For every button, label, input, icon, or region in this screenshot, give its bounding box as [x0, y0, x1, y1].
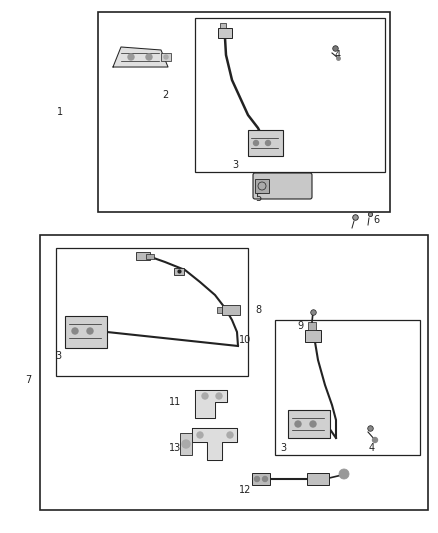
- Circle shape: [262, 477, 268, 481]
- Text: 7: 7: [25, 375, 31, 385]
- Circle shape: [339, 469, 349, 479]
- Bar: [180, 433, 192, 455]
- Bar: [220, 23, 226, 28]
- Bar: [308, 322, 316, 330]
- Bar: [248, 130, 283, 156]
- Bar: [275, 320, 420, 455]
- Text: 3: 3: [232, 160, 238, 170]
- Bar: [218, 28, 232, 38]
- Circle shape: [372, 438, 378, 442]
- Text: 2: 2: [162, 90, 168, 100]
- Circle shape: [182, 440, 190, 448]
- Circle shape: [164, 55, 168, 59]
- Text: 8: 8: [255, 305, 261, 315]
- Bar: [174, 268, 184, 275]
- Bar: [161, 53, 171, 61]
- Bar: [65, 316, 107, 348]
- Text: 3: 3: [55, 351, 61, 361]
- Bar: [40, 235, 428, 510]
- Circle shape: [227, 432, 233, 438]
- Bar: [98, 12, 390, 212]
- Circle shape: [254, 141, 258, 146]
- Text: 4: 4: [369, 443, 375, 453]
- Bar: [255, 179, 269, 193]
- Circle shape: [197, 432, 203, 438]
- FancyBboxPatch shape: [253, 173, 312, 199]
- Polygon shape: [192, 428, 237, 460]
- Polygon shape: [113, 47, 168, 67]
- Text: 9: 9: [297, 321, 303, 331]
- Bar: [222, 305, 240, 315]
- Text: 11: 11: [169, 397, 181, 407]
- Text: 13: 13: [169, 443, 181, 453]
- Bar: [56, 248, 248, 376]
- Circle shape: [202, 393, 208, 399]
- Circle shape: [310, 421, 316, 427]
- Bar: [146, 254, 154, 259]
- Polygon shape: [195, 390, 227, 418]
- Bar: [305, 330, 321, 342]
- Bar: [217, 307, 222, 313]
- Text: 3: 3: [280, 443, 286, 453]
- Circle shape: [87, 328, 93, 334]
- Circle shape: [295, 421, 301, 427]
- Bar: [288, 410, 330, 438]
- Circle shape: [265, 141, 271, 146]
- Bar: [195, 18, 385, 172]
- Circle shape: [72, 328, 78, 334]
- Circle shape: [128, 54, 134, 60]
- Bar: [307, 473, 329, 485]
- Bar: [252, 473, 270, 485]
- Text: 4: 4: [335, 50, 341, 60]
- Circle shape: [216, 393, 222, 399]
- Text: 10: 10: [239, 335, 251, 345]
- Circle shape: [146, 54, 152, 60]
- Text: 12: 12: [239, 485, 251, 495]
- Bar: [136, 252, 150, 260]
- Circle shape: [254, 477, 259, 481]
- Text: 5: 5: [255, 193, 261, 203]
- Text: 1: 1: [57, 107, 63, 117]
- Text: 6: 6: [373, 215, 379, 225]
